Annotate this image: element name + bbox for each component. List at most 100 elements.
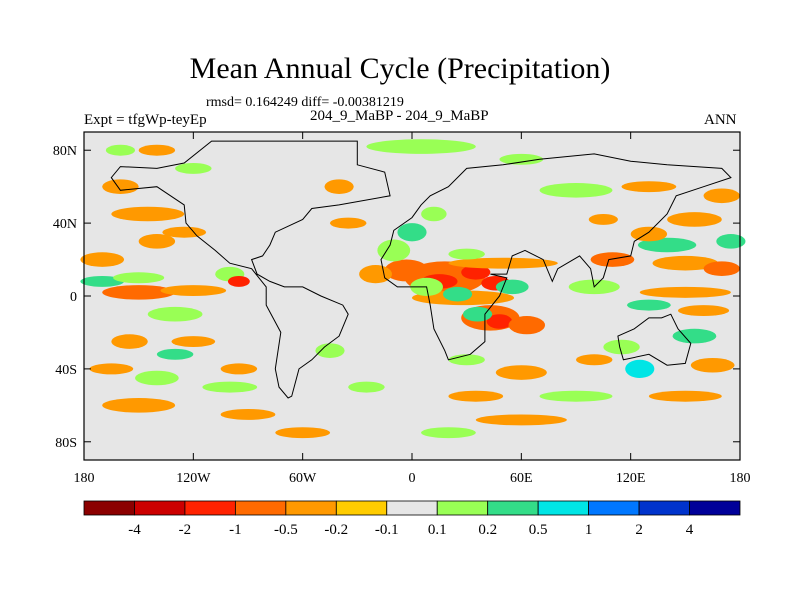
anomaly-blob-61 — [89, 363, 134, 375]
colorbar-label-7: 0.2 — [478, 522, 497, 538]
colorbar-label-2: -1 — [229, 522, 242, 538]
anomaly-blob-54 — [105, 144, 136, 156]
anomaly-blob-20 — [652, 255, 719, 271]
colorbar-swatch-10 — [588, 500, 640, 516]
anomaly-blob-51 — [111, 206, 185, 222]
anomaly-blob-66 — [315, 343, 345, 358]
anomaly-blob-69 — [324, 179, 354, 194]
anomaly-blob-50 — [162, 226, 207, 238]
colorbar-swatch-9 — [537, 500, 590, 516]
x-tick-label-1: 120W — [176, 471, 211, 486]
anomaly-blob-28 — [678, 305, 730, 317]
anomaly-blob-76 — [716, 234, 746, 249]
anomaly-blob-34 — [690, 357, 735, 373]
anomaly-blob-67 — [348, 381, 385, 393]
anomaly-blob-45 — [160, 285, 227, 296]
x-tick-label-0: 180 — [74, 471, 95, 486]
coastline-2 — [380, 153, 732, 361]
coastline-1 — [110, 140, 391, 399]
anomaly-blob-19 — [590, 252, 635, 267]
anomaly-blob-23 — [630, 226, 668, 242]
anomaly-blob-53 — [138, 144, 176, 156]
anomaly-blob-32 — [576, 354, 613, 366]
anomaly-blob-15 — [359, 265, 392, 284]
anomaly-blob-36 — [448, 354, 485, 366]
anomaly-blob-30 — [672, 328, 717, 344]
x-tick-label-6: 180 — [730, 471, 751, 486]
colorbar-swatch-6 — [386, 500, 438, 516]
anomaly-blob-71 — [539, 183, 613, 198]
anomaly-blob-65 — [275, 427, 330, 439]
anomaly-blob-2 — [461, 265, 491, 280]
colorbar-swatch-0 — [83, 500, 135, 516]
anomaly-blob-18 — [421, 206, 447, 222]
anomaly-blob-68 — [330, 217, 367, 229]
anomaly-blob-72 — [621, 181, 677, 193]
colorbar-swatch-2 — [184, 500, 236, 516]
anomaly-blob-74 — [175, 162, 212, 174]
plot-background — [84, 132, 740, 460]
colorbar-swatch-7 — [436, 500, 489, 516]
anomaly-blob-35 — [495, 365, 547, 380]
anomaly-blob-73 — [499, 153, 544, 165]
colorbar-label-6: 0.1 — [428, 522, 447, 538]
colorbar-swatch-5 — [335, 500, 388, 516]
colorbar-label-5: -0.1 — [375, 522, 399, 538]
anomaly-blob-12 — [495, 279, 529, 295]
anomaly-blob-56 — [171, 336, 216, 348]
anomaly-blob-60 — [135, 370, 179, 386]
chart-title: Mean Annual Cycle (Precipitation) — [189, 52, 611, 85]
anomaly-blob-42 — [80, 252, 125, 267]
anomaly-blob-22 — [637, 237, 697, 253]
anomaly-blob-11 — [463, 306, 493, 322]
anomaly-blob-58 — [156, 348, 194, 360]
anomaly-blob-16 — [377, 239, 411, 262]
anomaly-blob-57 — [147, 306, 203, 322]
anomaly-blob-41 — [421, 427, 476, 439]
stats-line: rmsd= 0.164249 diff= -0.00381219 — [206, 95, 404, 110]
anomaly-blob-7 — [508, 316, 546, 335]
anomaly-blob-62 — [202, 381, 258, 393]
anomaly-blob-44 — [102, 285, 176, 300]
season-label: ANN — [704, 112, 737, 128]
anomaly-blob-26 — [639, 286, 731, 298]
anomaly-blob-17 — [397, 223, 427, 242]
anomaly-blob-37 — [448, 390, 504, 402]
anomaly-blob-4 — [384, 259, 429, 282]
colorbar-label-8: 0.5 — [529, 522, 548, 538]
anomaly-blob-14 — [448, 248, 485, 260]
coastline-3 — [617, 313, 692, 366]
anomaly-blob-43 — [80, 275, 125, 287]
colorbar-label-1: -2 — [179, 522, 192, 538]
colorbar-swatch-1 — [134, 500, 186, 516]
y-tick-label-1: 40N — [53, 217, 77, 232]
anomaly-blob-9 — [448, 257, 558, 269]
case-line: 204_9_MaBP - 204_9_MaBP — [310, 108, 489, 124]
colorbar-swatch-3 — [234, 500, 287, 516]
anomaly-blob-40 — [475, 414, 567, 426]
y-tick-label-0: 80N — [53, 144, 77, 159]
anomaly-blob-46 — [113, 272, 165, 284]
colorbar-swatch-4 — [285, 500, 337, 516]
colorbar-label-4: -0.2 — [324, 522, 348, 538]
x-tick-label-3: 0 — [409, 471, 416, 486]
expt-label: Expt = tfgWp-teyEp — [84, 112, 207, 128]
x-tick-label-5: 120E — [616, 471, 646, 486]
anomaly-blob-59 — [220, 363, 258, 375]
colorbar-swatch-11 — [638, 500, 690, 516]
anomaly-blob-70 — [366, 139, 476, 154]
colorbar-label-3: -0.5 — [274, 522, 298, 538]
anomaly-blob-52 — [102, 179, 139, 194]
anomaly-blob-27 — [627, 299, 671, 311]
x-tick-label-4: 60E — [510, 471, 533, 486]
anomaly-blob-64 — [220, 408, 276, 420]
anomaly-blob-55 — [111, 334, 148, 349]
y-tick-label-3: 40S — [55, 363, 77, 378]
colorbar-label-0: -4 — [128, 522, 141, 538]
anomaly-blob-33 — [625, 359, 655, 378]
colorbar-label-9: 1 — [585, 522, 593, 538]
anomaly-blob-24 — [667, 212, 722, 227]
anomaly-blob-63 — [102, 398, 176, 413]
colorbar-swatch-12 — [689, 500, 741, 516]
